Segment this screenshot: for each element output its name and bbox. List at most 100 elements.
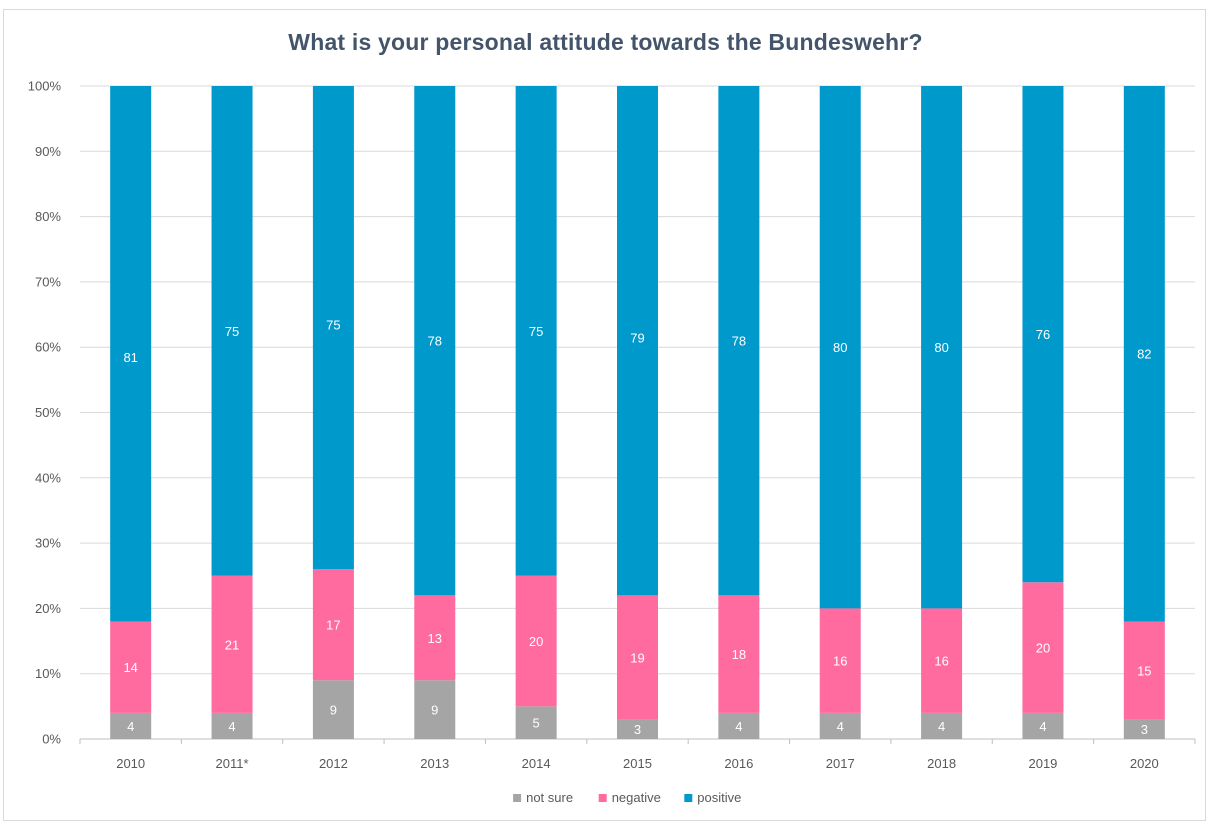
y-tick-label: 20% [35, 601, 61, 616]
y-tick-label: 60% [35, 340, 61, 355]
y-tick-label: 40% [35, 470, 61, 485]
bar-segment-not-sure [1123, 719, 1165, 739]
bar-segment-positive [312, 86, 354, 570]
y-tick-label: 70% [35, 274, 61, 289]
data-label: 75 [529, 324, 543, 339]
data-label: 18 [732, 647, 746, 662]
data-label: 80 [833, 340, 847, 355]
data-label: 79 [630, 330, 644, 345]
x-tick-label: 2011* [216, 756, 249, 771]
bar-segment-not-sure [819, 712, 861, 739]
bar-segment-not-sure [921, 712, 963, 739]
x-tick-label: 2012 [319, 756, 348, 771]
x-tick-label: 2018 [927, 756, 956, 771]
bar-segment-not-sure [414, 680, 456, 739]
data-label: 13 [428, 631, 442, 646]
bar-segment-positive [110, 86, 152, 622]
bar-segment-positive [819, 86, 861, 609]
bar-segment-negative [312, 569, 354, 681]
legend-label: negative [612, 790, 661, 805]
bar-segment-not-sure [211, 712, 253, 739]
data-label: 4 [837, 719, 844, 734]
bar-segment-positive [1123, 86, 1165, 622]
axes: 0%10%20%30%40%50%60%70%80%90%100%2010 201… [28, 79, 1196, 771]
legend-label: positive [697, 790, 741, 805]
bar-segment-positive [515, 86, 557, 576]
data-label: 75 [326, 317, 340, 332]
x-tick-label: 2014 [522, 756, 551, 771]
data-label: 3 [1141, 722, 1148, 737]
data-label: 9 [431, 703, 438, 718]
bar-segment-not-sure [617, 719, 658, 739]
data-label: 78 [732, 334, 746, 349]
x-tick-label: 2017 [826, 756, 855, 771]
bar-segment-positive [718, 86, 760, 596]
data-label: 75 [225, 324, 239, 339]
bar-segment-not-sure [718, 712, 760, 739]
x-tick-label: 2016 [724, 756, 753, 771]
bar-segment-positive [617, 86, 658, 596]
chart-frame [3, 9, 1206, 821]
legend-swatch [684, 794, 693, 802]
bar-segment-negative [515, 575, 557, 707]
data-label: 21 [225, 637, 239, 652]
data-label: 14 [123, 660, 137, 675]
bar-segment-negative [1022, 582, 1064, 713]
data-label: 78 [428, 334, 442, 349]
legend-swatch [513, 794, 522, 802]
data-label: 17 [326, 618, 340, 633]
bar-segment-not-sure [515, 706, 557, 739]
bar-segment-negative [921, 608, 963, 713]
bar-segment-negative [1123, 621, 1165, 720]
y-tick-label: 100% [28, 79, 62, 94]
data-label: 82 [1137, 347, 1151, 362]
data-label: 5 [533, 716, 540, 731]
data-label: 76 [1036, 327, 1050, 342]
data-labels: 4 14 81 4 21 75 9 17 75 9 13 78 5 20 75 3 19 79 4 18 78 4 16 80… [123, 317, 1151, 737]
data-label: 4 [735, 719, 742, 734]
bar-segment-negative [617, 595, 658, 720]
x-tick-label: 2020 [1130, 756, 1159, 771]
data-label: 20 [529, 634, 543, 649]
data-label: 4 [127, 719, 134, 734]
legend: not sure negative positive [513, 790, 741, 805]
y-tick-label: 30% [35, 536, 61, 551]
data-label: 9 [330, 703, 337, 718]
y-tick-label: 10% [35, 666, 61, 681]
x-tick-label: 2010 [116, 756, 145, 771]
data-label: 4 [228, 719, 235, 734]
y-tick-label: 50% [35, 405, 61, 420]
legend-label: not sure [526, 790, 573, 805]
y-tick-label: 80% [35, 209, 61, 224]
bar-segment-negative [414, 595, 456, 681]
bar-segment-positive [921, 86, 963, 609]
bar-segment-positive [1022, 86, 1064, 583]
x-tick-label: 2015 [623, 756, 652, 771]
data-label: 4 [1039, 719, 1046, 734]
legend-swatch [598, 794, 607, 802]
x-tick-label: 2019 [1028, 756, 1057, 771]
data-label: 19 [630, 650, 644, 665]
data-label: 16 [833, 654, 847, 669]
data-label: 81 [123, 350, 137, 365]
bar-segment-negative [718, 595, 760, 713]
bar-segment-not-sure [1022, 712, 1064, 739]
data-label: 15 [1137, 663, 1151, 678]
chart-title: What is your personal attitude towards t… [288, 29, 923, 55]
data-label: 4 [938, 719, 945, 734]
bar-segment-not-sure [110, 712, 152, 739]
bar-segment-positive [211, 86, 253, 576]
y-tick-label: 90% [35, 144, 61, 159]
data-label: 80 [934, 340, 948, 355]
bar-segment-negative [211, 575, 253, 713]
bar-segment-negative [819, 608, 861, 713]
bars [110, 86, 1165, 739]
data-label: 20 [1036, 641, 1050, 656]
data-label: 3 [634, 722, 641, 737]
bar-segment-negative [110, 621, 152, 713]
y-tick-label: 0% [42, 732, 61, 747]
bar-segment-positive [414, 86, 456, 596]
x-tick-label: 2013 [420, 756, 449, 771]
bar-segment-not-sure [312, 680, 354, 739]
